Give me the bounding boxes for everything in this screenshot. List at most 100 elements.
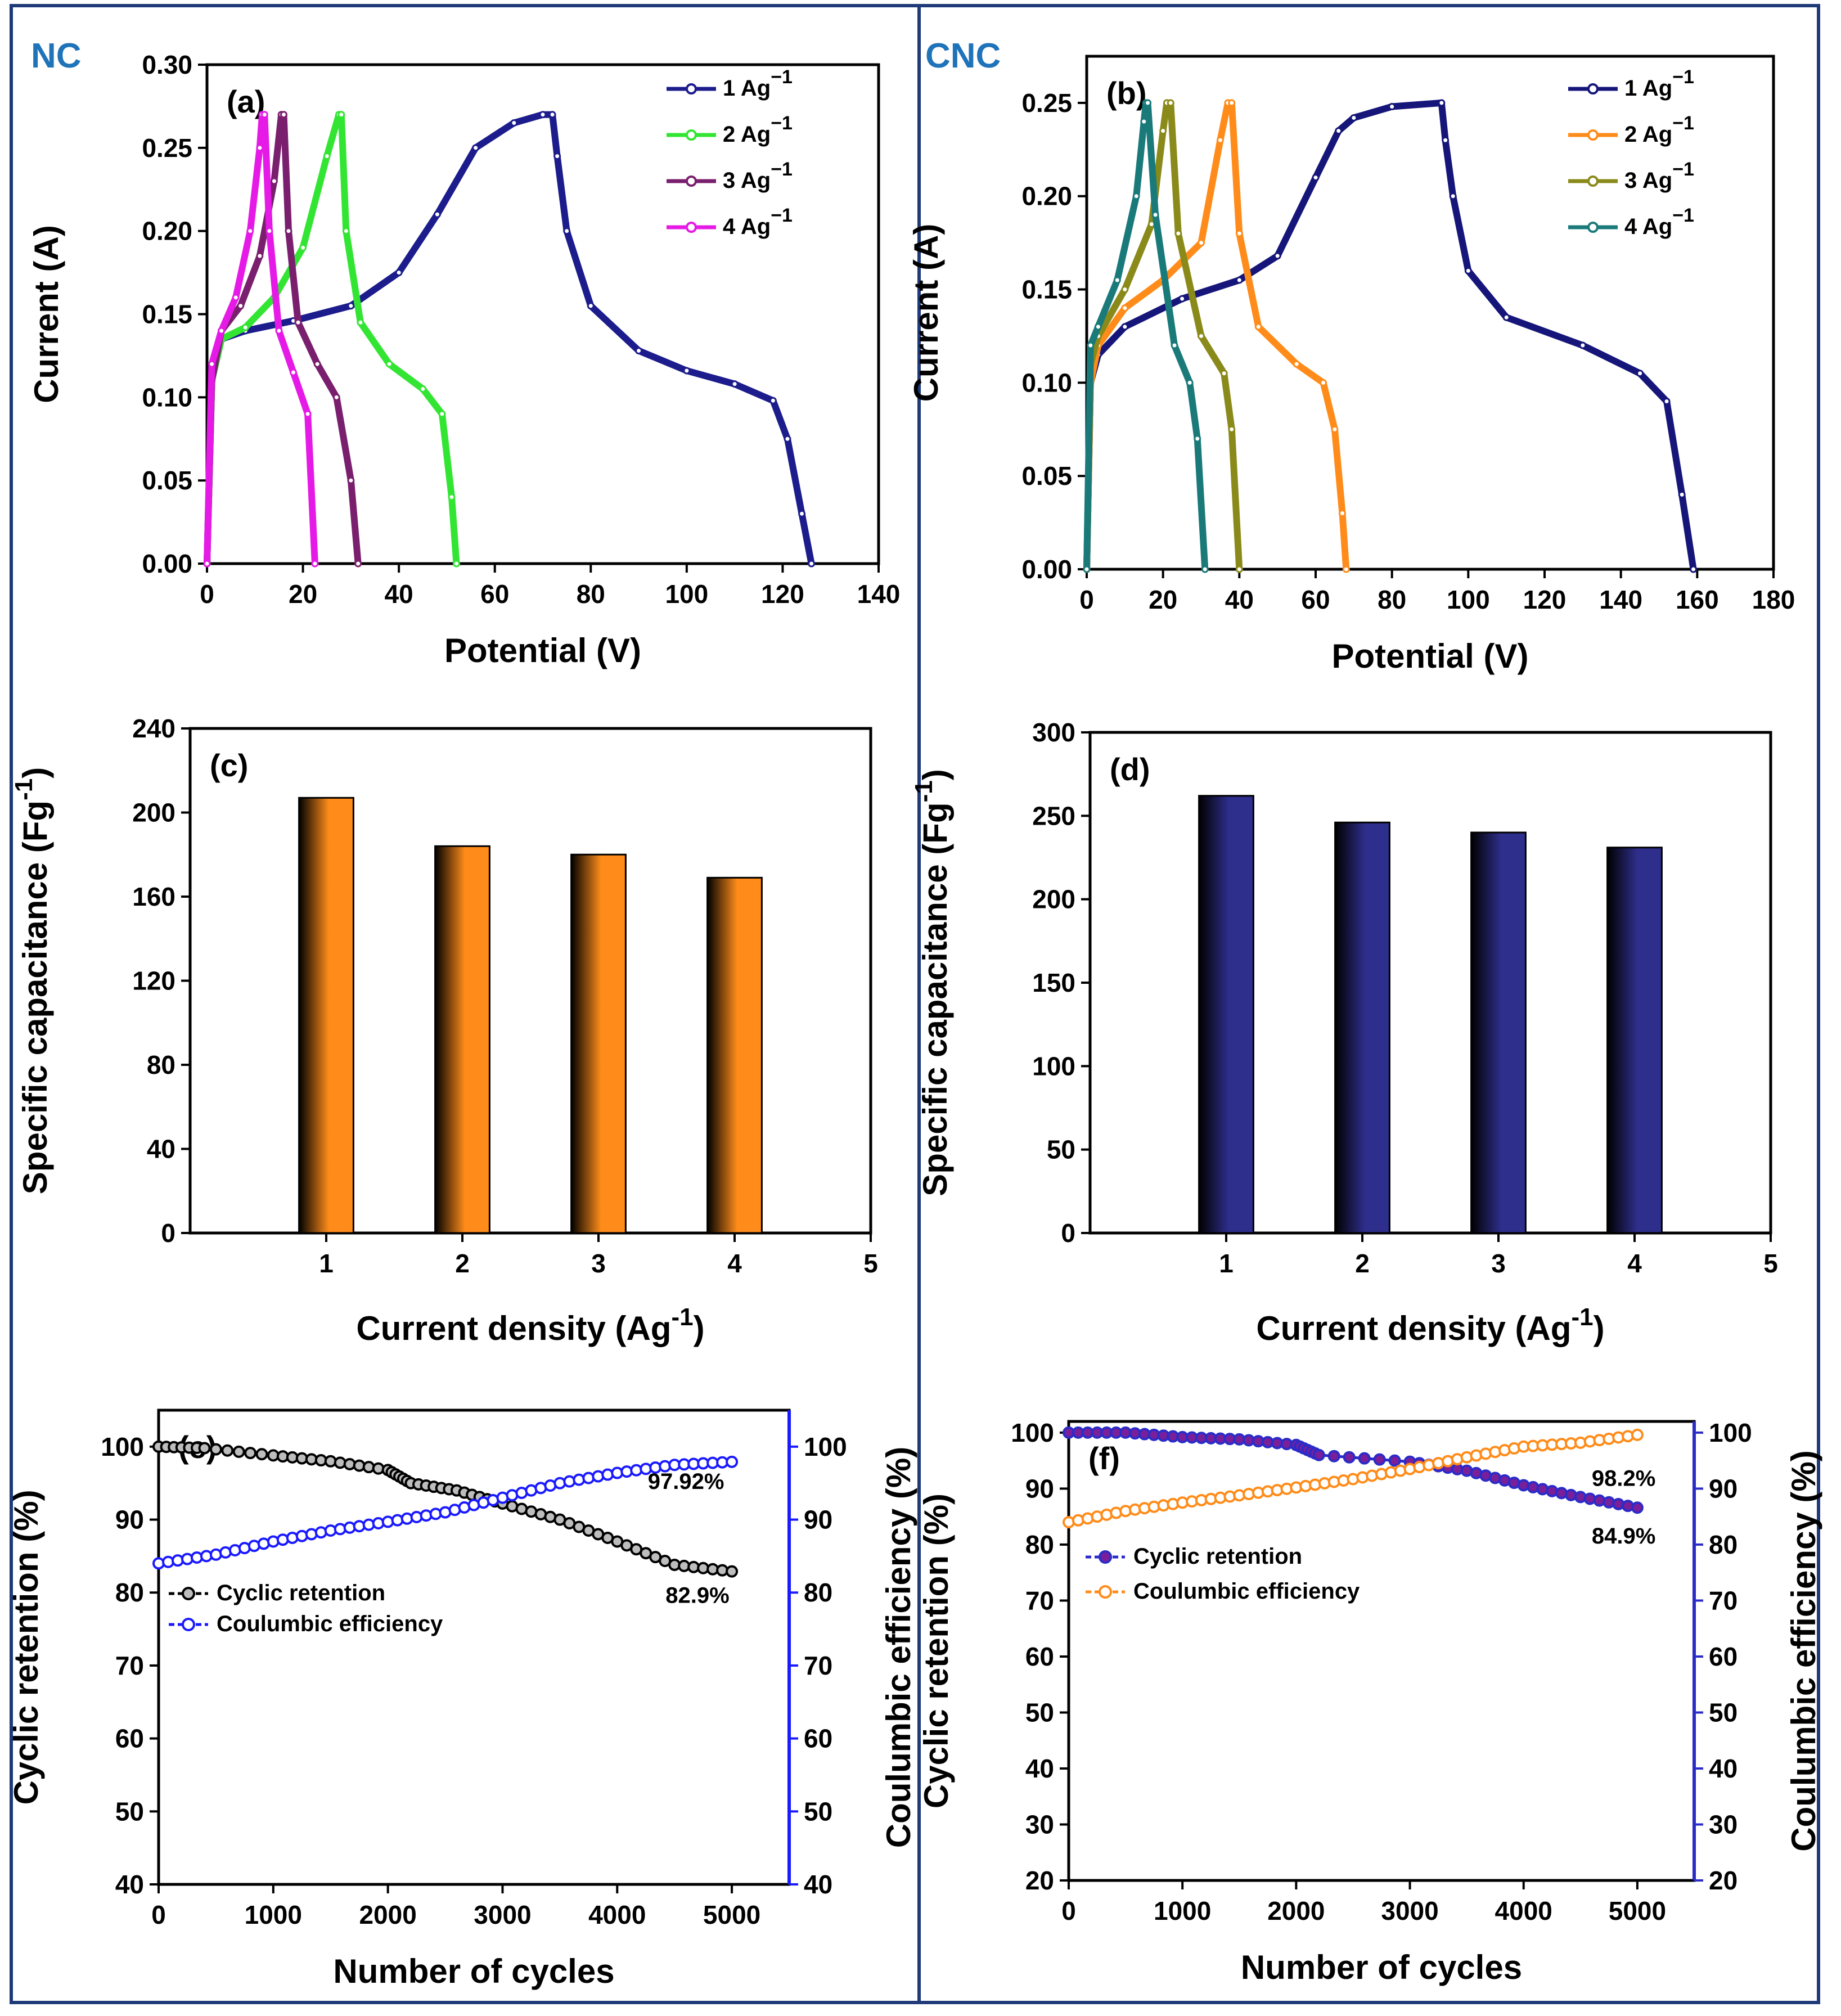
data-point	[304, 410, 312, 418]
legend-label-sup: −1	[1672, 112, 1694, 134]
legend-label: 2 Ag−1	[1624, 112, 1694, 147]
data-point	[1460, 1451, 1473, 1464]
x-tick-label: 4000	[588, 1900, 646, 1929]
x-tick-label: 0	[200, 579, 214, 609]
x-tick-label: 2	[1355, 1249, 1370, 1278]
data-point	[232, 1445, 245, 1458]
x-tick-label: 1	[1219, 1249, 1234, 1278]
y-tick-label: 0.20	[1021, 182, 1072, 211]
x-tick-label: 5000	[1609, 1896, 1666, 1925]
data-point	[1636, 370, 1644, 377]
y-tick-label: 50	[1025, 1698, 1054, 1727]
data-point	[808, 560, 816, 568]
data-point	[244, 1447, 257, 1460]
y2-tick-label: 90	[804, 1505, 832, 1534]
y-axis-label: Cyclic retention (%)	[7, 1490, 45, 1804]
data-point	[1151, 211, 1159, 219]
legend-marker	[686, 83, 697, 94]
y-axis-label: Specific capacitance (Fg-1)	[10, 767, 54, 1194]
y-axis-label-sup: -1	[10, 778, 38, 800]
y-tick-label: 0.30	[142, 50, 192, 79]
data-point	[1144, 99, 1152, 107]
y2-axis-label: Coulumbic efficiency (%)	[1785, 1450, 1822, 1851]
data-point	[198, 1442, 211, 1455]
legend-marker	[686, 129, 697, 141]
data-point	[256, 252, 264, 260]
data-point	[1201, 565, 1209, 573]
data-point	[1312, 1448, 1325, 1461]
data-point	[400, 1512, 413, 1525]
data-point	[1327, 1450, 1340, 1462]
data-point	[1449, 192, 1457, 200]
y-axis-label: Current (A)	[907, 224, 945, 402]
data-point	[209, 1443, 222, 1456]
data-point	[510, 119, 518, 127]
x-tick-label: 0	[1061, 1896, 1076, 1925]
data-point	[1502, 313, 1510, 321]
group-label-cnc: CNC	[925, 37, 1001, 75]
x-tick-label: 140	[1599, 585, 1642, 614]
chart-a: 0 20 40 60 80 100 120 140 0.00 0.05 0.10 0.15 0.20 0.…	[28, 50, 900, 669]
data-point	[280, 111, 287, 119]
data-point	[1113, 276, 1121, 284]
y-tick-label: 80	[147, 1050, 175, 1079]
y-tick-label: 150	[1032, 968, 1075, 997]
y2-tick-label: 80	[804, 1578, 832, 1607]
data-point	[1228, 99, 1236, 107]
x-tick-label: 1000	[245, 1900, 302, 1929]
y-tick-label: 240	[132, 714, 175, 743]
bar-4	[706, 876, 763, 1234]
data-point	[203, 560, 211, 568]
data-point	[601, 1468, 614, 1481]
x-axis-label-sup: -1	[671, 1303, 693, 1331]
data-point	[294, 318, 302, 326]
y-tick-label: 100	[101, 1432, 144, 1461]
chart-f: 0 1000 2000 3000 4000 5000 20 30 40 50 60 70 80 90 100…	[917, 1418, 1822, 1986]
data-point	[582, 1472, 595, 1484]
legend-label: Cyclic retention	[1133, 1544, 1302, 1569]
y-tick-label: 50	[115, 1797, 144, 1826]
legend-label: Coulumbic efficiency	[217, 1612, 443, 1636]
x-tick-label: 160	[1676, 585, 1719, 614]
data-point	[1350, 114, 1358, 122]
y-tick-label: 0.05	[1021, 461, 1072, 490]
data-point	[472, 144, 480, 152]
data-point	[1470, 1449, 1483, 1462]
data-point	[218, 327, 226, 335]
data-point	[241, 323, 249, 331]
legend-label: Cyclic retention	[217, 1581, 385, 1605]
x-tick-label: 2000	[1267, 1896, 1325, 1925]
legend-label-sup: −1	[771, 205, 793, 226]
x-axis-label: Current density (Ag-1)	[1256, 1303, 1604, 1347]
x-tick-label: 2	[455, 1249, 470, 1278]
plot-frame	[1088, 731, 1772, 1235]
data-point	[255, 1448, 268, 1461]
data-point	[1631, 1501, 1644, 1514]
data-point	[1228, 425, 1236, 433]
x-axis-label: Number of cycles	[333, 1952, 614, 1990]
y-axis-label: Current (A)	[28, 225, 65, 403]
data-point	[1622, 1500, 1635, 1513]
y-tick-label: 100	[1011, 1418, 1054, 1447]
x-axis-label-tail: )	[694, 1310, 705, 1347]
data-point	[267, 1535, 280, 1548]
x-tick-label: 100	[665, 579, 708, 609]
x-tick-label: 1	[319, 1249, 334, 1278]
data-point	[726, 1565, 739, 1578]
data-point	[270, 177, 278, 185]
x-tick-label: 40	[385, 579, 413, 609]
x-tick-label: 80	[577, 579, 605, 609]
y2-tick-label: 20	[1709, 1866, 1738, 1895]
legend-marker	[1099, 1550, 1112, 1564]
data-point	[1273, 252, 1281, 260]
x-axis-label: Potential (V)	[1331, 637, 1528, 675]
legend-marker	[1099, 1585, 1112, 1599]
x-axis-label-tail: )	[1594, 1310, 1605, 1347]
bar-2	[1334, 821, 1390, 1234]
y-tick-label: 30	[1025, 1810, 1054, 1839]
data-point	[1094, 323, 1102, 331]
data-point	[256, 144, 264, 152]
series-line-1	[204, 111, 815, 567]
data-point	[573, 1473, 586, 1486]
